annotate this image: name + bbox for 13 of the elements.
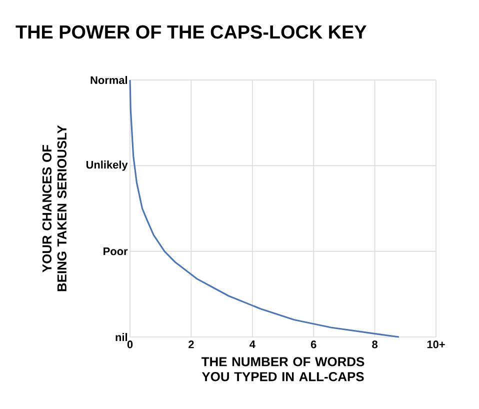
x-tick-label: 4 xyxy=(250,340,256,348)
x-tick-label: 2 xyxy=(188,340,194,348)
x-tick-label: 10+ xyxy=(427,340,445,348)
x-tick-label: 6 xyxy=(310,340,316,348)
y-axis-title: YOUR CHANCES OF BEING TAKEN SERIOUSLY xyxy=(42,125,66,292)
chart-title: THE POWER OF THE CAPS-LOCK KEY xyxy=(16,25,366,39)
text: Poor xyxy=(104,248,128,256)
text: Normal xyxy=(90,76,128,84)
text: Unlikely xyxy=(86,160,128,171)
x-tick-label: 8 xyxy=(372,340,378,348)
text: nil xyxy=(116,333,128,341)
x-tick-label: 0 xyxy=(127,340,133,348)
x-axis-title: THE NUMBER OF WORDS YOU TYPED IN ALL-CAPS xyxy=(201,357,364,382)
